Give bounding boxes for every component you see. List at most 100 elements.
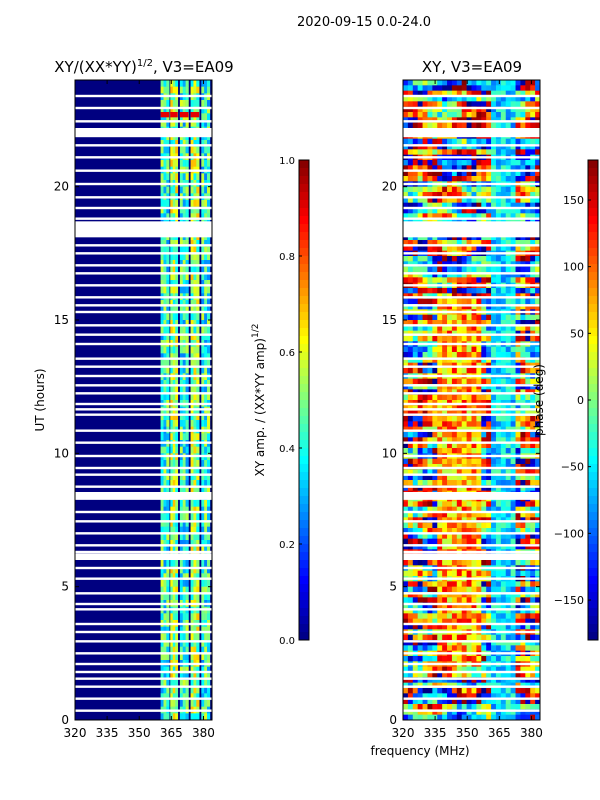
phase-cell [422,437,428,443]
amp-cell [185,686,189,694]
amp-cell [172,500,176,507]
phase-cell [456,277,463,283]
phase-cell [456,352,463,358]
amp-cell [193,106,197,114]
phase-cell [412,672,418,678]
phase-cell [442,298,448,305]
phase-cell [486,586,492,593]
amp-cell [201,653,205,661]
amp-cell [190,520,194,527]
amp-cell [163,186,167,194]
amp-cell [185,360,189,367]
amp-cell [163,613,167,621]
phase-cell [500,634,507,641]
amp-cell [166,633,170,641]
phase-cell [442,512,448,518]
phase-cell [417,208,423,214]
phase-cell [456,560,463,566]
phase-cell [520,186,526,193]
phase-cell [495,528,502,534]
phase-cell [427,277,433,283]
phase-cell [412,474,418,481]
phase-cell [535,96,541,102]
phase-cell [412,432,418,438]
phase-cell [535,288,541,294]
phase-cell [403,528,409,534]
phase-cell [403,597,409,603]
phase-cell [442,320,448,326]
amp-cell [185,446,189,454]
phase-cell [476,586,482,593]
phase-cell [505,298,511,305]
amp-cell [166,386,170,394]
amp-cell [201,86,205,94]
amp-flagged-row [75,217,212,220]
phase-cell [476,570,482,577]
phase-cell [510,586,516,593]
phase-cell [427,528,433,534]
phase-cell [476,672,482,678]
phase-cell [510,656,516,662]
amp-cell [185,460,189,467]
phase-cell [495,272,502,278]
phase-cell [495,277,502,283]
phase-cell [461,208,467,214]
phase-cell [505,138,511,145]
phase-cell [491,208,497,214]
phase-cell [417,592,423,598]
phase-cell [403,304,409,310]
phase-cell [461,666,467,673]
phase-cell [417,352,423,358]
phase-cell [515,645,521,651]
amp-cell [190,120,194,127]
amp-cell [182,573,186,581]
phase-cell [432,186,438,193]
phase-cell [491,634,497,641]
phase-cell [456,528,463,534]
amp-cell [182,613,186,621]
amp-cell [196,200,200,207]
amp-cell [207,386,211,394]
amp-cell [179,486,184,494]
amp-cell [182,80,186,87]
amp-cell [196,353,200,361]
phase-cell [422,165,428,171]
amp-cell [185,466,189,474]
phase-cell [403,96,409,102]
phase-cell [412,506,418,513]
phase-cell [461,288,467,294]
phase-cell [466,544,472,550]
phase-cell [442,581,448,587]
phase-cell [491,138,497,145]
phase-cell [432,704,438,710]
phase-cell [432,608,438,614]
phase-cell [412,272,418,278]
phase-cell [466,656,472,662]
amp-cell [190,666,194,674]
phase-cell [510,528,516,534]
phase-cell [495,149,502,155]
phase-cell [442,213,448,219]
amp-cell [196,140,200,147]
phase-cell [476,245,482,251]
phase-cell [495,544,502,550]
phase-cell [442,688,448,694]
amp-colorbar-step [299,480,309,489]
phase-cell [432,421,438,427]
amp-cell [196,573,200,581]
phase-cell [442,480,448,486]
phase-cell [515,432,521,438]
amp-cell [207,393,211,401]
amp-cell [175,653,179,661]
phase-cell [515,480,521,486]
phase-cell [520,138,526,145]
phase-cell [422,698,428,705]
phase-cell [525,85,531,91]
phase-cell [505,357,511,363]
phase-cell [447,656,453,662]
phase-cell [500,384,507,390]
amp-colorbar-step [299,400,309,409]
phase-cell [427,586,433,593]
phase-cell [461,581,467,587]
phase-cell [486,533,492,539]
